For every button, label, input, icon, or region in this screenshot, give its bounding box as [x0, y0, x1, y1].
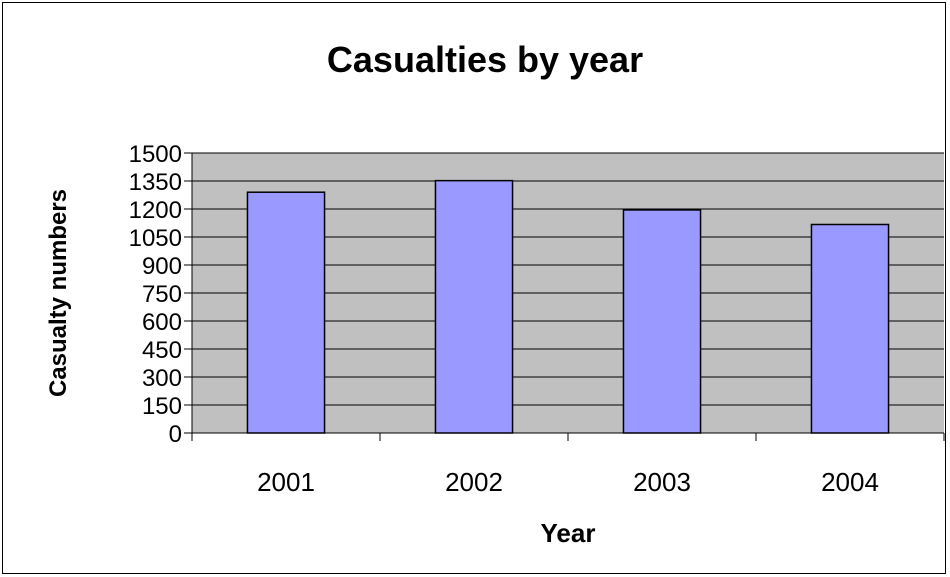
- y-tick-label: 450: [142, 337, 182, 364]
- y-tick-label: 150: [142, 393, 182, 420]
- bars: [246, 179, 890, 434]
- y-tick-label: 300: [142, 365, 182, 392]
- x-axis-title: Year: [541, 518, 596, 548]
- bar-2001: [246, 191, 326, 434]
- x-tick-label: 2004: [821, 467, 879, 497]
- y-tick-label: 1350: [129, 169, 182, 196]
- y-tick-label: 0: [169, 421, 182, 448]
- axes: [184, 152, 945, 441]
- y-tick-label: 900: [142, 253, 182, 280]
- y-tick-label: 600: [142, 309, 182, 336]
- x-tick-label: 2003: [633, 467, 691, 497]
- bar-2004: [810, 223, 890, 434]
- bar-2002: [434, 179, 514, 434]
- bar-2003: [622, 209, 702, 434]
- y-tick-label: 1050: [129, 225, 182, 252]
- x-tick-label: 2002: [445, 467, 503, 497]
- x-tick-label: 2001: [257, 467, 315, 497]
- y-axis-title: Casualty numbers: [45, 189, 72, 397]
- y-tick-label: 1500: [129, 141, 182, 168]
- x-tick-labels: 2001 2002 2003 2004: [257, 467, 879, 497]
- chart-title: Casualties by year: [327, 39, 643, 80]
- y-tick-label: 750: [142, 281, 182, 308]
- y-tick-label: 1200: [129, 197, 182, 224]
